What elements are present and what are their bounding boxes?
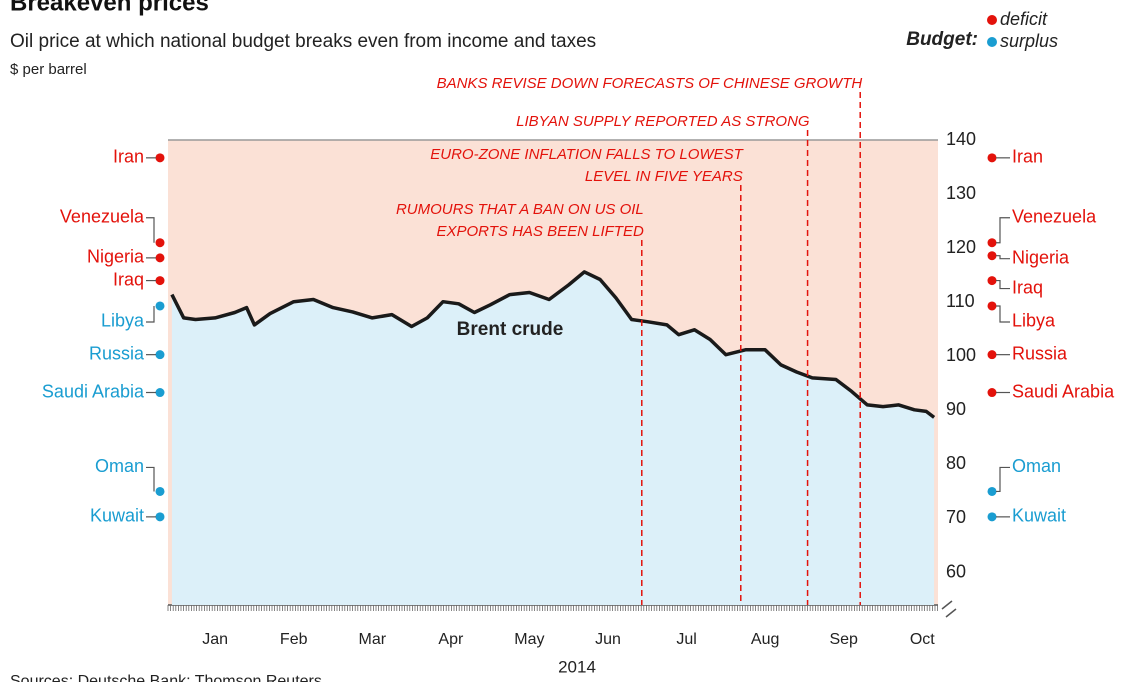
country-label: Russia	[89, 343, 145, 363]
country-marker	[987, 512, 997, 522]
country-label: Russia	[1012, 343, 1068, 363]
country-label: Oman	[1012, 456, 1061, 476]
line	[170, 270, 936, 419]
country-label: Oman	[95, 456, 144, 476]
country-label: Venezuela	[1012, 206, 1097, 226]
country-label: Venezuela	[60, 206, 145, 226]
legend-marker	[987, 37, 997, 47]
y-tick-label: 120	[946, 237, 976, 257]
chart-title: Breakeven prices	[10, 0, 209, 16]
country-label: Libya	[1012, 311, 1056, 331]
country-marker	[987, 251, 997, 261]
country-label: Iran	[1012, 147, 1043, 167]
country-marker	[987, 350, 997, 360]
country-label: Iraq	[1012, 277, 1043, 297]
country-marker	[155, 238, 165, 248]
country-label: Kuwait	[1012, 506, 1066, 526]
axis-break	[941, 600, 957, 618]
country-marker	[987, 153, 997, 163]
x-tick-label: Aug	[751, 631, 779, 648]
leader	[996, 305, 1010, 323]
leader	[996, 217, 1010, 244]
legend-title: Budget:	[906, 29, 978, 50]
country-marker	[987, 388, 997, 398]
legend-marker	[987, 15, 997, 25]
y-unit: $ per barrel	[10, 61, 87, 78]
x-tick-label: Mar	[359, 631, 387, 648]
minor-ticks	[167, 605, 938, 611]
y-tick-label: 100	[946, 345, 976, 365]
leader	[996, 279, 1010, 290]
y-tick-label: 90	[946, 399, 966, 419]
source: Sources: Deutsche Bank; Thomson Reuters	[10, 673, 322, 682]
chart-subtitle: Oil price at which national budget break…	[10, 31, 596, 52]
event-text: BANKS REVISE DOWN FORECASTS OF CHINESE G…	[437, 75, 863, 92]
series-label: Brent crude	[457, 319, 564, 340]
country-marker	[155, 350, 165, 360]
x-tick-label: Jan	[202, 631, 228, 648]
x-tick-label: Sep	[829, 631, 858, 648]
leader	[146, 217, 155, 243]
legend-label: deficit	[1000, 9, 1048, 29]
country-marker	[987, 238, 997, 248]
country-label: Kuwait	[90, 506, 144, 526]
x-tick-label: Apr	[438, 631, 464, 648]
country-label: Nigeria	[87, 247, 145, 267]
surplus-area	[171, 271, 935, 605]
event-text: EURO-ZONE INFLATION FALLS TO LOWEST	[430, 146, 744, 163]
country-label: Iran	[113, 147, 144, 167]
x-tick-label: May	[514, 631, 544, 648]
y-tick-label: 60	[946, 561, 966, 581]
country-label: Libya	[101, 311, 145, 331]
country-marker	[155, 276, 165, 286]
y-tick-label: 130	[946, 183, 976, 203]
x-tick-label: Jun	[595, 631, 621, 648]
country-marker	[987, 301, 997, 311]
country-label: Saudi Arabia	[42, 381, 145, 401]
event-text: LEVEL IN FIVE YEARS	[585, 168, 743, 185]
country-label: Nigeria	[1012, 247, 1070, 267]
country-marker	[155, 153, 165, 163]
country-label: Saudi Arabia	[1012, 381, 1115, 401]
event-text: RUMOURS THAT A BAN ON US OIL	[396, 201, 644, 218]
event-text: EXPORTS HAS BEEN LIFTED	[437, 223, 644, 240]
y-tick-label: 140	[946, 129, 976, 149]
country-marker	[155, 388, 165, 398]
leader	[146, 305, 155, 323]
country-marker	[155, 253, 165, 263]
x-axis-label: 2014	[558, 657, 596, 676]
country-marker	[155, 486, 165, 496]
country-marker	[155, 301, 165, 311]
country-marker	[155, 512, 165, 522]
event-text: LIBYAN SUPPLY REPORTED AS STRONG	[516, 113, 810, 130]
leader	[996, 466, 1010, 493]
leader	[146, 466, 155, 492]
y-tick-label: 70	[946, 507, 966, 527]
x-tick-label: Oct	[910, 631, 935, 648]
legend-label: surplus	[1000, 31, 1058, 51]
y-tick-label: 110	[946, 291, 975, 311]
country-marker	[987, 276, 997, 286]
leader	[996, 255, 1010, 260]
country-label: Iraq	[113, 269, 144, 289]
x-tick-label: Jul	[676, 631, 696, 648]
x-tick-label: Feb	[280, 631, 308, 648]
y-tick-label: 80	[946, 453, 966, 473]
country-marker	[987, 486, 997, 496]
